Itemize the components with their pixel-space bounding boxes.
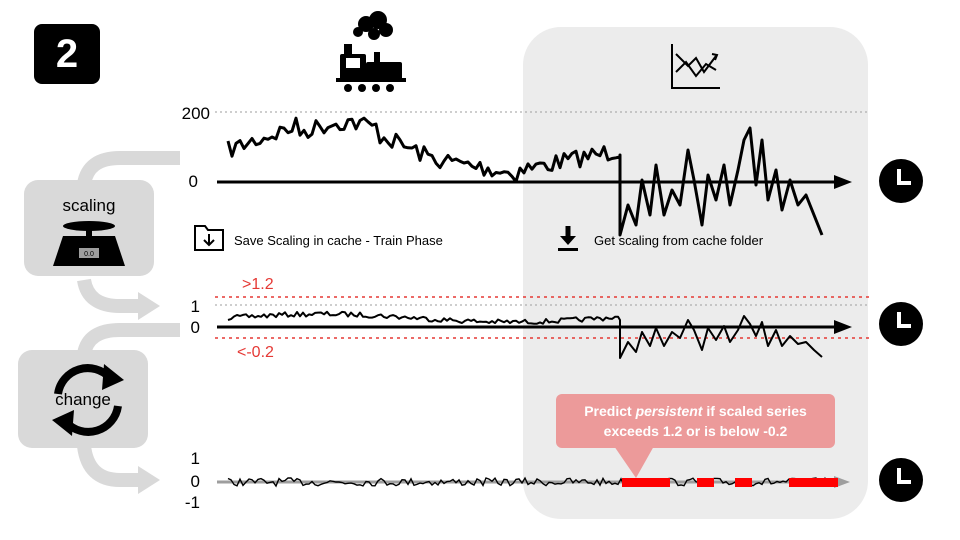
callout-emphasis: persistent [635,403,703,419]
scaling-label: scaling [62,196,116,215]
top-chart-series [226,116,824,237]
callout-line-2: exceeds 1.2 or is below -0.2 [603,423,788,439]
bottom-chart-series [227,476,832,488]
change-label: change [55,390,111,409]
scale-readout: 0.0 [84,251,94,258]
folder-save-icon [194,225,224,251]
persistent-segments [622,478,838,487]
prediction-callout: Predict persistent if scaled series exce… [556,394,835,448]
get-scaling-caption: Get scaling from cache folder [594,233,764,248]
top-chart-axis-arrowhead [834,175,852,189]
save-scaling-caption: Save Scaling in cache - Train Phase [234,233,443,248]
callout-text-after: if scaled series [702,403,807,419]
top-y-max-label: 200 [181,104,210,123]
mid-chart-series [227,310,823,359]
persistent-segment [789,478,838,487]
clock-icon [879,458,923,502]
clock-icon [879,302,923,346]
chart-icon [671,44,720,89]
mid-chart-axis-arrowhead [834,320,852,334]
download-icon [558,226,578,251]
step-badge: 2 [34,24,100,84]
scaling-box: scaling 0.0 [24,180,154,276]
lower-threshold-label: <-0.2 [237,344,274,361]
mid-y-one-label: 1 [190,297,200,316]
train-icon [336,11,406,92]
bottom-y-zero-label: 0 [190,472,200,491]
persistent-segment [697,478,714,487]
bottom-y-one-label: 1 [190,449,200,468]
upper-threshold-label: >1.2 [242,276,274,293]
cycle-icon [52,364,124,436]
bottom-y-neg-label: -1 [184,493,200,512]
clock-icon [879,159,923,203]
callout-pointer [614,446,654,478]
flow-arrows [77,151,180,494]
persistent-segment [735,478,752,487]
change-box: change [18,350,148,448]
callout-text-before: Predict [584,403,636,419]
persistent-segment [622,478,670,487]
callout-line-1: Predict persistent if scaled series [556,401,835,421]
top-y-zero-label: 0 [188,172,198,191]
scale-icon: 0.0 [53,221,125,266]
mid-y-zero-label: 0 [190,318,200,337]
